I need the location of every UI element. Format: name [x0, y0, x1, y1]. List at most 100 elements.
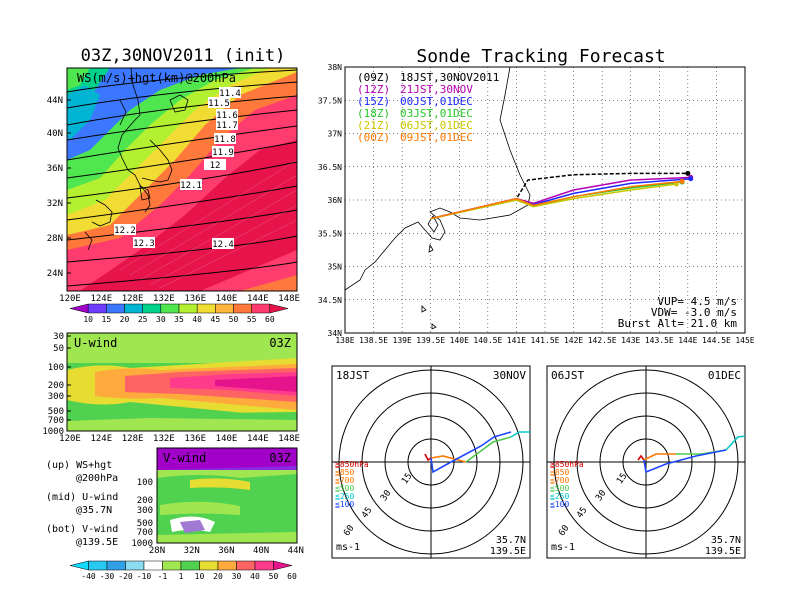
colorbar-label: -40 — [81, 572, 96, 581]
contour-label: 12.2 — [114, 226, 136, 236]
contour-label-box — [216, 109, 238, 120]
p-tick-label: 1000 — [131, 539, 153, 549]
lon-tick-label: 140.5E — [473, 336, 502, 345]
colorbar-label: 15 — [102, 315, 112, 324]
hodograph-time: 06JST — [551, 369, 584, 382]
launch-init: (00Z) — [357, 131, 390, 144]
p-tick-label: 50 — [53, 344, 64, 354]
colorbar-swatch — [162, 560, 182, 571]
launch-jst: 21JST,30NOV — [400, 83, 473, 96]
colorbar-swatch — [217, 560, 237, 571]
lat-tick-label: 34N — [328, 329, 343, 338]
colorbar-label: 25 — [138, 315, 148, 324]
contour-label: 11.6 — [216, 111, 238, 121]
lon-tick-label: 138.5E — [359, 336, 388, 345]
contour-label-box — [216, 119, 238, 130]
hodograph-segment — [430, 455, 467, 463]
p-tick-label: 300 — [48, 392, 64, 402]
p-tick-label: 200 — [137, 496, 153, 506]
lat-tick-label: 36N — [47, 164, 63, 174]
p-tick-label: 100 — [48, 363, 64, 373]
colorbar-label: 55 — [247, 315, 257, 324]
lat-tick-label: 34.5N — [318, 296, 342, 305]
lon-tick-label: 139.5E — [416, 336, 445, 345]
contour-label-box — [133, 237, 155, 248]
lon-tick-label: 143.5E — [645, 336, 674, 345]
p-tick-label: 1000 — [42, 427, 64, 437]
lon-tick-label: 132E — [153, 294, 175, 304]
launch-jst: 09JST,01DEC — [400, 131, 473, 144]
colorbar-swatch — [236, 560, 256, 571]
colorbar-label: 50 — [269, 572, 279, 581]
hodograph-level-label: ≧850hPa — [335, 460, 369, 469]
panel-legend: (up) WS+hgt @200hPa (mid) U-wind @35.7N (bot… — [46, 460, 118, 548]
launch-jst: 03JST,01DEC — [400, 107, 473, 120]
colorbar-label: -1 — [158, 572, 168, 581]
colorbar-label: 10 — [83, 315, 93, 324]
lon-tick-label: 128E — [122, 294, 144, 304]
colorbar-swatch — [160, 303, 180, 314]
contour-label: 11.5 — [208, 99, 230, 109]
lon-tick-label: 141E — [507, 336, 526, 345]
lon-tick-label: 120E — [59, 434, 81, 444]
contour-labels: 11.411.5 11.611.7 11.8 11.9 12 12.1 12.2 12.3 12… — [114, 87, 241, 250]
lat-tick-label: 32N — [184, 546, 200, 556]
colorbar-swatch — [273, 560, 293, 571]
colorbar-label: -10 — [137, 572, 152, 581]
lat-tick-label: 35N — [328, 263, 343, 272]
track-line — [430, 183, 677, 220]
p-tick-label: 500 — [137, 519, 153, 529]
launch-jst: 00JST,01DEC — [400, 95, 473, 108]
lon-tick-label: 143E — [621, 336, 640, 345]
lat-tick-label: 38N — [328, 63, 343, 72]
hodograph-segment — [643, 449, 727, 474]
lat-tick-label: 35.5N — [318, 229, 342, 238]
uwind-lon-ticks: 120E 124E 128E 132E 136E 140E 144E 148E — [59, 434, 300, 444]
lon-tick-label: 140E — [450, 336, 469, 345]
p-tick-label: 500 — [48, 407, 64, 417]
left-title: 03Z,30NOV2011 (init) — [81, 46, 286, 66]
contour-label: 12.4 — [212, 240, 234, 250]
hodograph-unit: ms-1 — [551, 542, 575, 553]
track-param: VUP= 4.5 m/s — [658, 295, 737, 308]
hodograph-level-label: ≦100 — [335, 500, 354, 509]
hodograph-level-label: ≦850 — [550, 468, 569, 477]
lon-tick-label: 124E — [90, 294, 112, 304]
contour-label: 12.1 — [180, 181, 202, 191]
lon-tick-label: 144.5E — [702, 336, 731, 345]
contour-label: 11.7 — [216, 121, 238, 131]
contour-label-box — [219, 87, 241, 98]
colorbar-label: 45 — [211, 315, 221, 324]
lat-tick-label: 24N — [47, 269, 63, 279]
legend-line-1: (mid) U-wind — [46, 492, 118, 503]
colorbar-swatch — [106, 560, 126, 571]
lon-tick-label: 142E — [564, 336, 583, 345]
launch-jst: 06JST,01DEC — [400, 119, 473, 132]
right-title: Sonde Tracking Forecast — [416, 46, 665, 67]
hodograph-segment — [643, 453, 676, 461]
colorbar-label: 60 — [265, 315, 275, 324]
colorbar-label: 40 — [250, 572, 260, 581]
legend-line-2: @35.7N — [76, 505, 112, 516]
contour-label-box — [114, 224, 136, 235]
track-lon-ticks: 138E 138.5E 139E 139.5E 140E 140.5E 141E 141.5E… — [335, 336, 754, 345]
hodograph-segment — [637, 454, 645, 461]
hodograph-level-label: ≦250 — [335, 492, 354, 501]
colorbar-swatch — [143, 560, 163, 571]
ws-map-lon-ticks: 120E 124E 128E 132E 136E 140E 144E 148E — [59, 294, 300, 304]
track-legend: (09Z) 18JST,30NOV2011 (12Z) 21JST,30NOV (15Z… — [357, 71, 499, 144]
colorbar-swatch — [88, 560, 108, 571]
hodograph-lon: 139.5E — [490, 546, 526, 557]
ws-map-lat-ticks: 44N 40N 36N 32N 28N 24N — [47, 96, 71, 279]
lat-tick-label: 36N — [218, 546, 234, 556]
colorbar-swatch — [125, 560, 145, 571]
contour-label: 11.8 — [214, 135, 236, 145]
lat-tick-label: 36.5N — [318, 163, 342, 172]
lon-tick-label: 140E — [216, 434, 238, 444]
hodograph-level-label: ≦850 — [335, 468, 354, 477]
hodograph-unit: ms-1 — [336, 542, 360, 553]
p-tick-label: 300 — [137, 506, 153, 516]
